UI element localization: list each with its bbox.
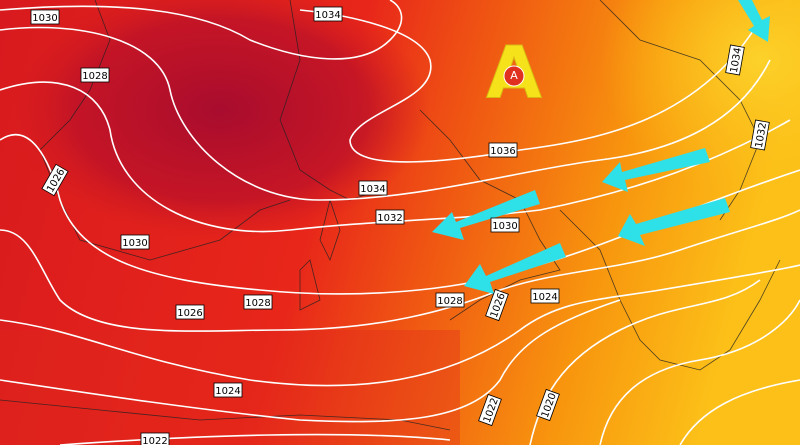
- isobar-label: 1028: [243, 294, 273, 310]
- isobar-value: 1034: [729, 47, 744, 74]
- isobar: [0, 209, 800, 332]
- isobar: [0, 299, 621, 423]
- label-box: [435, 292, 465, 308]
- label-box: [41, 163, 69, 197]
- coastline: [279, 0, 381, 201]
- label-box: [725, 44, 745, 76]
- isobar-value: 1028: [437, 296, 462, 307]
- label-box: [536, 388, 560, 422]
- pressure-center: A A: [486, 30, 543, 115]
- arrow: [602, 148, 710, 192]
- label-box: [243, 294, 273, 310]
- isobar-label: 1036: [488, 142, 518, 158]
- isobar-value: 1032: [754, 122, 769, 149]
- isobar-labels: 1030 1034 1028 1026 1030 1034 1036 1032 1030 1028…: [30, 6, 770, 445]
- label-box: [478, 393, 502, 427]
- center-marker: [503, 65, 525, 87]
- label-box: [490, 217, 520, 233]
- isobar-label: 1034: [725, 44, 745, 76]
- isobar-label: 1024: [530, 288, 560, 304]
- center-marker-label: A: [510, 69, 518, 82]
- arrow: [618, 198, 730, 246]
- isobar: [299, 9, 761, 163]
- isobar: [0, 264, 800, 387]
- label-box: [358, 180, 388, 196]
- isobar-value: 1030: [492, 221, 517, 232]
- arrow: [432, 190, 540, 240]
- isobar-label: 1030: [30, 9, 60, 25]
- label-box: [530, 288, 560, 304]
- isobar-value: 1034: [360, 184, 385, 195]
- label-box: [750, 119, 770, 151]
- isobar: [59, 433, 451, 445]
- isobar-label: 1028: [435, 292, 465, 308]
- label-box: [375, 209, 405, 225]
- label-box: [313, 6, 343, 22]
- label-box: [120, 234, 150, 250]
- isobar: [0, 26, 771, 201]
- coastline: [599, 0, 761, 221]
- isobar-value: 1028: [245, 298, 270, 309]
- high-core: [10, 0, 430, 240]
- pressure-center-label: A: [486, 31, 542, 115]
- label-box: [80, 67, 110, 83]
- isobar-label: 1034: [313, 6, 343, 22]
- isobar-value: 1030: [32, 13, 57, 24]
- isobar-label: 1024: [213, 382, 243, 398]
- isobar-value: 1022: [142, 436, 167, 445]
- isobar-value: 1028: [82, 71, 107, 82]
- isobar-label: 1026: [175, 304, 205, 320]
- isobar-value: 1034: [315, 10, 340, 21]
- isobar-label: 1028: [80, 67, 110, 83]
- isobar-label: 1030: [120, 234, 150, 250]
- coastline: [0, 399, 451, 431]
- isobar-value: 1036: [490, 146, 515, 157]
- label-box: [140, 432, 170, 445]
- isobar-value: 1030: [122, 238, 147, 249]
- label-box: [30, 9, 60, 25]
- label-box: [175, 304, 205, 320]
- isobar: [599, 299, 800, 445]
- isobar-value: 1032: [377, 213, 402, 224]
- isobar: [0, 81, 791, 233]
- isobar-label: 1022: [140, 432, 170, 445]
- isobar-value: 1024: [215, 386, 240, 397]
- isobar-value: 1024: [532, 292, 557, 303]
- isobar-label: 1032: [750, 119, 770, 151]
- isobar: [679, 379, 800, 445]
- arrow: [464, 243, 566, 294]
- label-box: [488, 142, 518, 158]
- isobar-label: 1030: [490, 217, 520, 233]
- isobar-value: 1026: [177, 308, 202, 319]
- isobar-label: 1032: [375, 209, 405, 225]
- flow-arrows: [432, 0, 770, 294]
- isobar: [0, 0, 403, 60]
- arrow: [738, 0, 770, 42]
- label-box: [213, 382, 243, 398]
- isobar-label: 1034: [358, 180, 388, 196]
- label-box: [485, 288, 509, 322]
